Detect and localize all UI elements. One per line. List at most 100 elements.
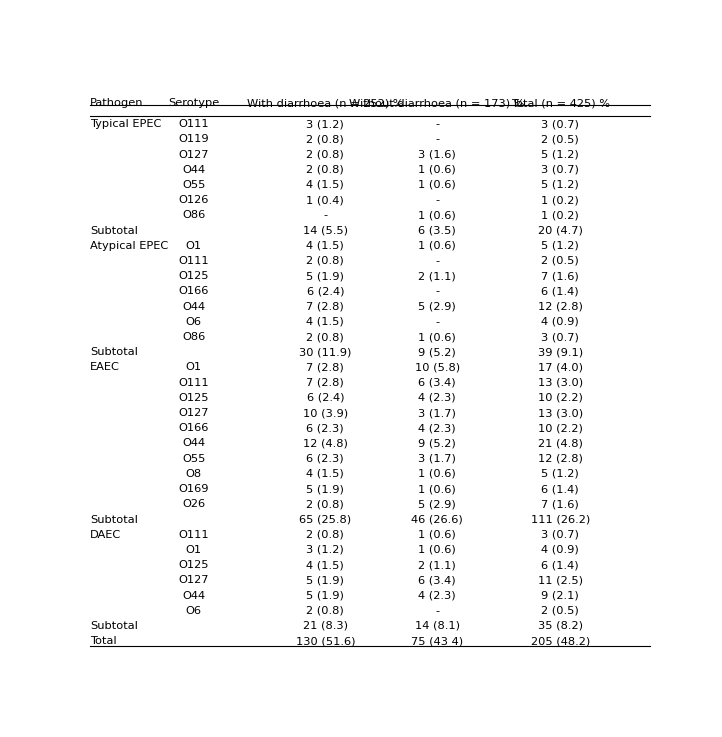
Text: O111: O111	[178, 256, 209, 266]
Text: 1 (0.6): 1 (0.6)	[418, 241, 456, 251]
Text: 6 (2.4): 6 (2.4)	[307, 287, 344, 296]
Text: With diarrhoea (n = 252) %: With diarrhoea (n = 252) %	[247, 98, 404, 108]
Text: 1 (0.6): 1 (0.6)	[418, 484, 456, 494]
Text: 5 (1.2): 5 (1.2)	[542, 241, 579, 251]
Text: 2 (1.1): 2 (1.1)	[418, 271, 456, 282]
Text: 4 (1.5): 4 (1.5)	[306, 241, 344, 251]
Text: 4 (2.3): 4 (2.3)	[418, 423, 456, 433]
Text: O126: O126	[178, 195, 209, 205]
Text: -: -	[435, 134, 439, 144]
Text: O125: O125	[178, 393, 209, 403]
Text: 6 (2.4): 6 (2.4)	[307, 393, 344, 403]
Text: 10 (2.2): 10 (2.2)	[538, 393, 583, 403]
Text: O125: O125	[178, 271, 209, 282]
Text: 5 (1.9): 5 (1.9)	[306, 484, 344, 494]
Text: 30 (11.9): 30 (11.9)	[299, 347, 352, 357]
Text: 7 (2.8): 7 (2.8)	[306, 301, 344, 312]
Text: O44: O44	[182, 301, 205, 312]
Text: Subtotal: Subtotal	[90, 226, 138, 236]
Text: 12 (4.8): 12 (4.8)	[303, 439, 348, 449]
Text: 4 (2.3): 4 (2.3)	[418, 393, 456, 403]
Text: Subtotal: Subtotal	[90, 347, 138, 357]
Text: 6 (2.3): 6 (2.3)	[306, 454, 344, 464]
Text: 4 (1.5): 4 (1.5)	[306, 180, 344, 190]
Text: Serotype: Serotype	[168, 98, 219, 108]
Text: 1 (0.6): 1 (0.6)	[418, 164, 456, 175]
Text: 3 (1.7): 3 (1.7)	[418, 454, 456, 464]
Text: 3 (1.2): 3 (1.2)	[306, 119, 344, 129]
Text: O6: O6	[186, 317, 201, 326]
Text: 2 (0.8): 2 (0.8)	[306, 499, 344, 509]
Text: 3 (1.6): 3 (1.6)	[418, 150, 456, 159]
Text: 130 (51.6): 130 (51.6)	[295, 636, 355, 646]
Text: Total (n = 425) %: Total (n = 425) %	[510, 98, 610, 108]
Text: 2 (1.1): 2 (1.1)	[418, 560, 456, 570]
Text: Subtotal: Subtotal	[90, 621, 138, 631]
Text: 1 (0.6): 1 (0.6)	[418, 210, 456, 220]
Text: 1 (0.2): 1 (0.2)	[542, 210, 579, 220]
Text: O125: O125	[178, 560, 209, 570]
Text: 21 (4.8): 21 (4.8)	[538, 439, 583, 449]
Text: 2 (0.8): 2 (0.8)	[306, 606, 344, 616]
Text: Atypical EPEC: Atypical EPEC	[90, 241, 168, 251]
Text: 3 (0.7): 3 (0.7)	[542, 164, 579, 175]
Text: 3 (1.2): 3 (1.2)	[306, 545, 344, 555]
Text: 5 (1.9): 5 (1.9)	[306, 576, 344, 585]
Text: O6: O6	[186, 606, 201, 616]
Text: 6 (1.4): 6 (1.4)	[542, 484, 579, 494]
Text: 9 (5.2): 9 (5.2)	[418, 347, 456, 357]
Text: 13 (3.0): 13 (3.0)	[538, 377, 583, 388]
Text: 5 (2.9): 5 (2.9)	[418, 499, 456, 509]
Text: O119: O119	[178, 134, 209, 144]
Text: 1 (0.6): 1 (0.6)	[418, 180, 456, 190]
Text: 1 (0.2): 1 (0.2)	[542, 195, 579, 205]
Text: 39 (9.1): 39 (9.1)	[538, 347, 583, 357]
Text: 10 (2.2): 10 (2.2)	[538, 423, 583, 433]
Text: 9 (2.1): 9 (2.1)	[542, 590, 579, 601]
Text: 6 (1.4): 6 (1.4)	[542, 560, 579, 570]
Text: 6 (3.4): 6 (3.4)	[418, 377, 456, 388]
Text: O127: O127	[178, 408, 209, 418]
Text: O86: O86	[182, 332, 205, 342]
Text: O86: O86	[182, 210, 205, 220]
Text: 2 (0.8): 2 (0.8)	[306, 164, 344, 175]
Text: O111: O111	[178, 119, 209, 129]
Text: 4 (1.5): 4 (1.5)	[306, 469, 344, 479]
Text: 20 (4.7): 20 (4.7)	[538, 226, 583, 236]
Text: 5 (1.2): 5 (1.2)	[542, 180, 579, 190]
Text: 1 (0.4): 1 (0.4)	[306, 195, 344, 205]
Text: Without diarrhoea (n = 173) %: Without diarrhoea (n = 173) %	[349, 98, 525, 108]
Text: 2 (0.8): 2 (0.8)	[306, 256, 344, 266]
Text: -: -	[435, 606, 439, 616]
Text: 2 (0.8): 2 (0.8)	[306, 150, 344, 159]
Text: 14 (5.5): 14 (5.5)	[303, 226, 348, 236]
Text: 6 (1.4): 6 (1.4)	[542, 287, 579, 296]
Text: 6 (2.3): 6 (2.3)	[306, 423, 344, 433]
Text: -: -	[435, 195, 439, 205]
Text: 3 (1.7): 3 (1.7)	[418, 408, 456, 418]
Text: O127: O127	[178, 150, 209, 159]
Text: O111: O111	[178, 377, 209, 388]
Text: -: -	[435, 119, 439, 129]
Text: 5 (1.9): 5 (1.9)	[306, 271, 344, 282]
Text: 11 (2.5): 11 (2.5)	[538, 576, 583, 585]
Text: O166: O166	[178, 287, 209, 296]
Text: 5 (1.9): 5 (1.9)	[306, 590, 344, 601]
Text: 7 (1.6): 7 (1.6)	[542, 271, 579, 282]
Text: 3 (0.7): 3 (0.7)	[542, 119, 579, 129]
Text: 4 (0.9): 4 (0.9)	[542, 545, 579, 555]
Text: 4 (1.5): 4 (1.5)	[306, 317, 344, 326]
Text: 3 (0.7): 3 (0.7)	[542, 530, 579, 539]
Text: 205 (48.2): 205 (48.2)	[531, 636, 590, 646]
Text: 2 (0.5): 2 (0.5)	[542, 134, 579, 144]
Text: 2 (0.5): 2 (0.5)	[542, 606, 579, 616]
Text: 17 (4.0): 17 (4.0)	[538, 363, 583, 372]
Text: 111 (26.2): 111 (26.2)	[531, 514, 590, 525]
Text: -: -	[323, 210, 327, 220]
Text: 2 (0.5): 2 (0.5)	[542, 256, 579, 266]
Text: 4 (2.3): 4 (2.3)	[418, 590, 456, 601]
Text: O44: O44	[182, 590, 205, 601]
Text: O169: O169	[178, 484, 209, 494]
Text: O55: O55	[182, 180, 206, 190]
Text: 4 (0.9): 4 (0.9)	[542, 317, 579, 326]
